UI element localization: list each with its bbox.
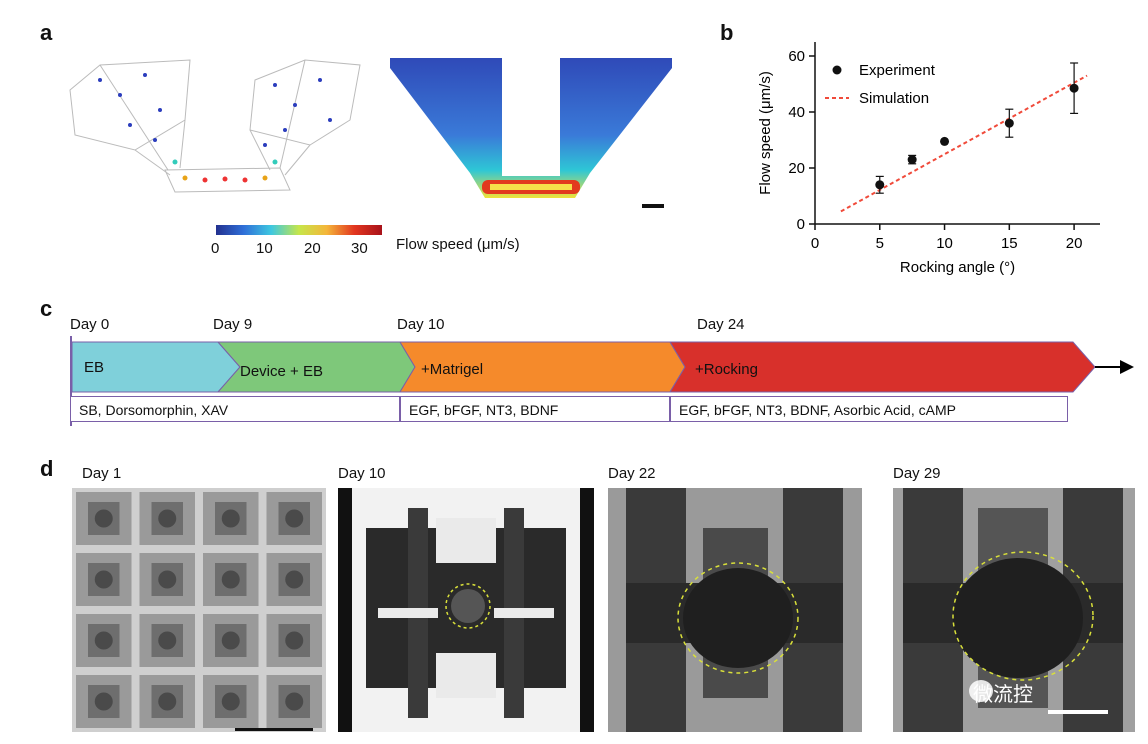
flow-speed-heatmap — [390, 58, 672, 198]
microwell — [139, 614, 195, 667]
colorbar-tick-30: 30 — [351, 240, 368, 257]
legend-experiment-label: Experiment — [859, 62, 936, 79]
scale-bar-d — [235, 728, 313, 731]
x-axis-label: Rocking angle (°) — [900, 259, 1015, 276]
panel-b-letter: b — [720, 20, 734, 45]
legend-simulation-label: Simulation — [859, 90, 929, 107]
microwell — [76, 553, 132, 606]
microwell — [266, 492, 322, 545]
y-axis-label: Flow speed (μm/s) — [757, 71, 774, 195]
timeline-day-9: Day 9 — [213, 316, 253, 333]
microwell — [203, 614, 259, 667]
microwell — [76, 492, 132, 545]
micrograph-day-1 — [72, 488, 326, 732]
panel-d-letter: d — [40, 456, 54, 481]
timeline-day-10: Day 10 — [397, 316, 445, 333]
microwell — [139, 553, 195, 606]
y-tick-label: 60 — [788, 48, 805, 65]
microwell — [266, 675, 322, 728]
microwell — [76, 675, 132, 728]
x-tick-label: 0 — [811, 235, 819, 252]
x-tick-label: 10 — [936, 235, 953, 252]
colorbar-tick-20: 20 — [304, 240, 321, 257]
micrograph-day-10-label: Day 10 — [338, 465, 386, 482]
panel-c-letter: c — [40, 296, 53, 321]
micrograph-day-1-label: Day 1 — [82, 465, 122, 482]
y-tick-label: 20 — [788, 160, 805, 177]
media-box-0: SB, Dorsomorphin, XAV — [70, 396, 400, 422]
microwell — [139, 492, 195, 545]
microwell — [139, 675, 195, 728]
colorbar-tick-10: 10 — [256, 240, 273, 257]
timeline-start-line — [70, 336, 72, 426]
colorbar — [216, 225, 382, 235]
microwell — [203, 553, 259, 606]
y-tick-label: 0 — [797, 216, 805, 233]
media-box-2: EGF, bFGF, NT3, BDNF, Asorbic Acid, cAMP — [670, 396, 1068, 422]
x-tick-label: 15 — [1001, 235, 1018, 252]
timeline-day-24: Day 24 — [697, 316, 745, 333]
channel-vector-field-3d — [69, 59, 361, 193]
wechat-icon — [969, 680, 993, 702]
x-tick-label: 5 — [876, 235, 884, 252]
micrograph-day-29: 微流控 — [893, 488, 1135, 732]
micrograph-day-22 — [608, 488, 862, 732]
experiment-point — [875, 180, 885, 190]
experiment-point — [1069, 83, 1079, 93]
panel-a-letter: a — [40, 20, 53, 45]
timeline-stages — [71, 341, 1134, 393]
scale-bar-a — [642, 204, 664, 208]
microwell — [203, 675, 259, 728]
microwell — [266, 614, 322, 667]
micrograph-day-29-label: Day 29 — [893, 465, 941, 482]
microwell — [76, 614, 132, 667]
media-box-1: EGF, bFGF, NT3, BDNF — [400, 396, 670, 422]
experiment-point — [940, 136, 950, 146]
experiment-point — [907, 155, 917, 165]
stage-label-eb: EB — [84, 359, 105, 376]
colorbar-tick-0: 0 — [211, 240, 220, 257]
timeline-day-0: Day 0 — [70, 316, 110, 333]
stage-label-device-eb: Device + EB — [240, 363, 323, 380]
legend-experiment-marker — [832, 65, 842, 75]
x-tick-label: 20 — [1066, 235, 1083, 252]
simulation-line — [840, 74, 1088, 213]
colorbar-label: Flow speed (μm/s) — [396, 236, 520, 253]
experiment-point — [1004, 118, 1014, 128]
stage-label-rocking: +Rocking — [695, 361, 758, 378]
micrograph-day-10 — [338, 488, 594, 732]
microwell — [203, 492, 259, 545]
flow-speed-chart: 0 20 40 60 0 5 10 15 20 Rocking angle (°) Flow spe… — [757, 42, 1100, 276]
microwell — [266, 553, 322, 606]
stage-rocking-arrow — [669, 341, 1096, 393]
micrograph-day-22-label: Day 22 — [608, 465, 656, 482]
stage-label-matrigel: +Matrigel — [421, 361, 484, 378]
y-tick-label: 40 — [788, 104, 805, 121]
